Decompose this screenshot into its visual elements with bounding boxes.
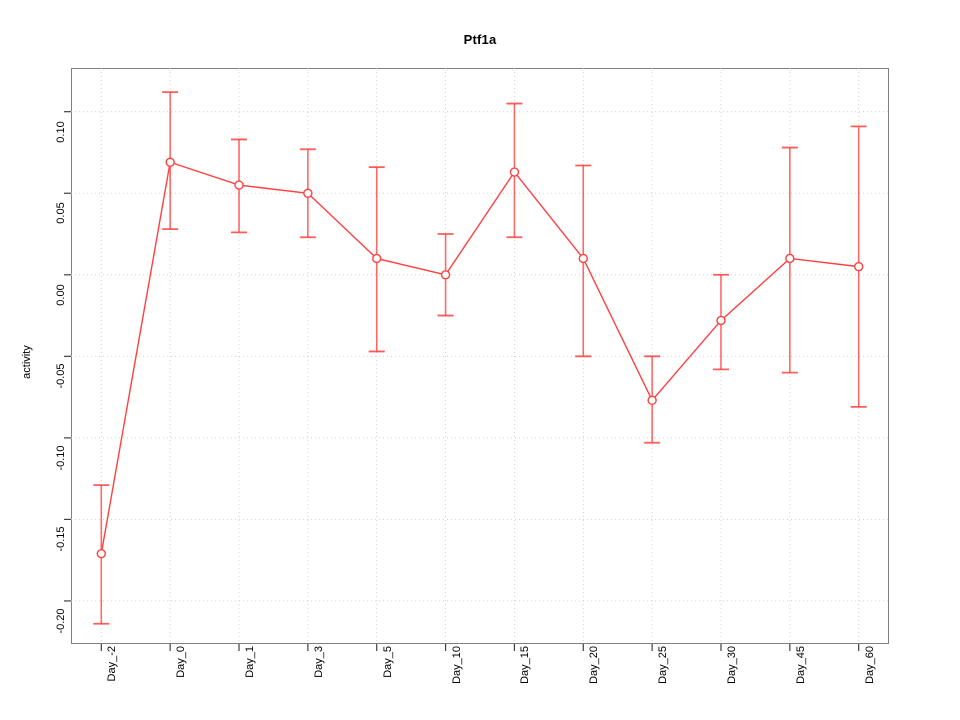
plot-area bbox=[71, 68, 889, 644]
x-tick-label: Day_60 bbox=[863, 646, 876, 684]
x-tick-label: Day_10 bbox=[450, 646, 463, 684]
x-tick-label: Day_1 bbox=[244, 646, 256, 678]
y-tick-label: 0.10 bbox=[55, 121, 67, 143]
x-tick-label: Day_15 bbox=[519, 646, 532, 684]
y-tick-label: -0.20 bbox=[55, 608, 67, 634]
y-tick-label: -0.10 bbox=[55, 445, 67, 471]
page-title: Ptf1a bbox=[463, 32, 497, 47]
y-tick-label: 0.05 bbox=[55, 202, 67, 224]
x-tick-label: Day_5 bbox=[381, 646, 394, 678]
y-tick-label: -0.05 bbox=[55, 363, 67, 389]
x-tick-label: Day_0 bbox=[175, 646, 188, 678]
x-tick-label: Day_3 bbox=[312, 646, 325, 678]
x-tick-label: Day_25 bbox=[657, 646, 670, 684]
x-tick-label: Day_-2 bbox=[106, 646, 119, 682]
x-tick-label: Day_45 bbox=[794, 646, 807, 684]
x-tick-label: Day_30 bbox=[725, 646, 738, 684]
y-tick-label: 0.00 bbox=[55, 284, 67, 306]
y-tick-label: -0.15 bbox=[55, 526, 67, 552]
x-tick-label: Day_20 bbox=[588, 646, 601, 684]
y-axis-label: activity bbox=[20, 345, 33, 379]
